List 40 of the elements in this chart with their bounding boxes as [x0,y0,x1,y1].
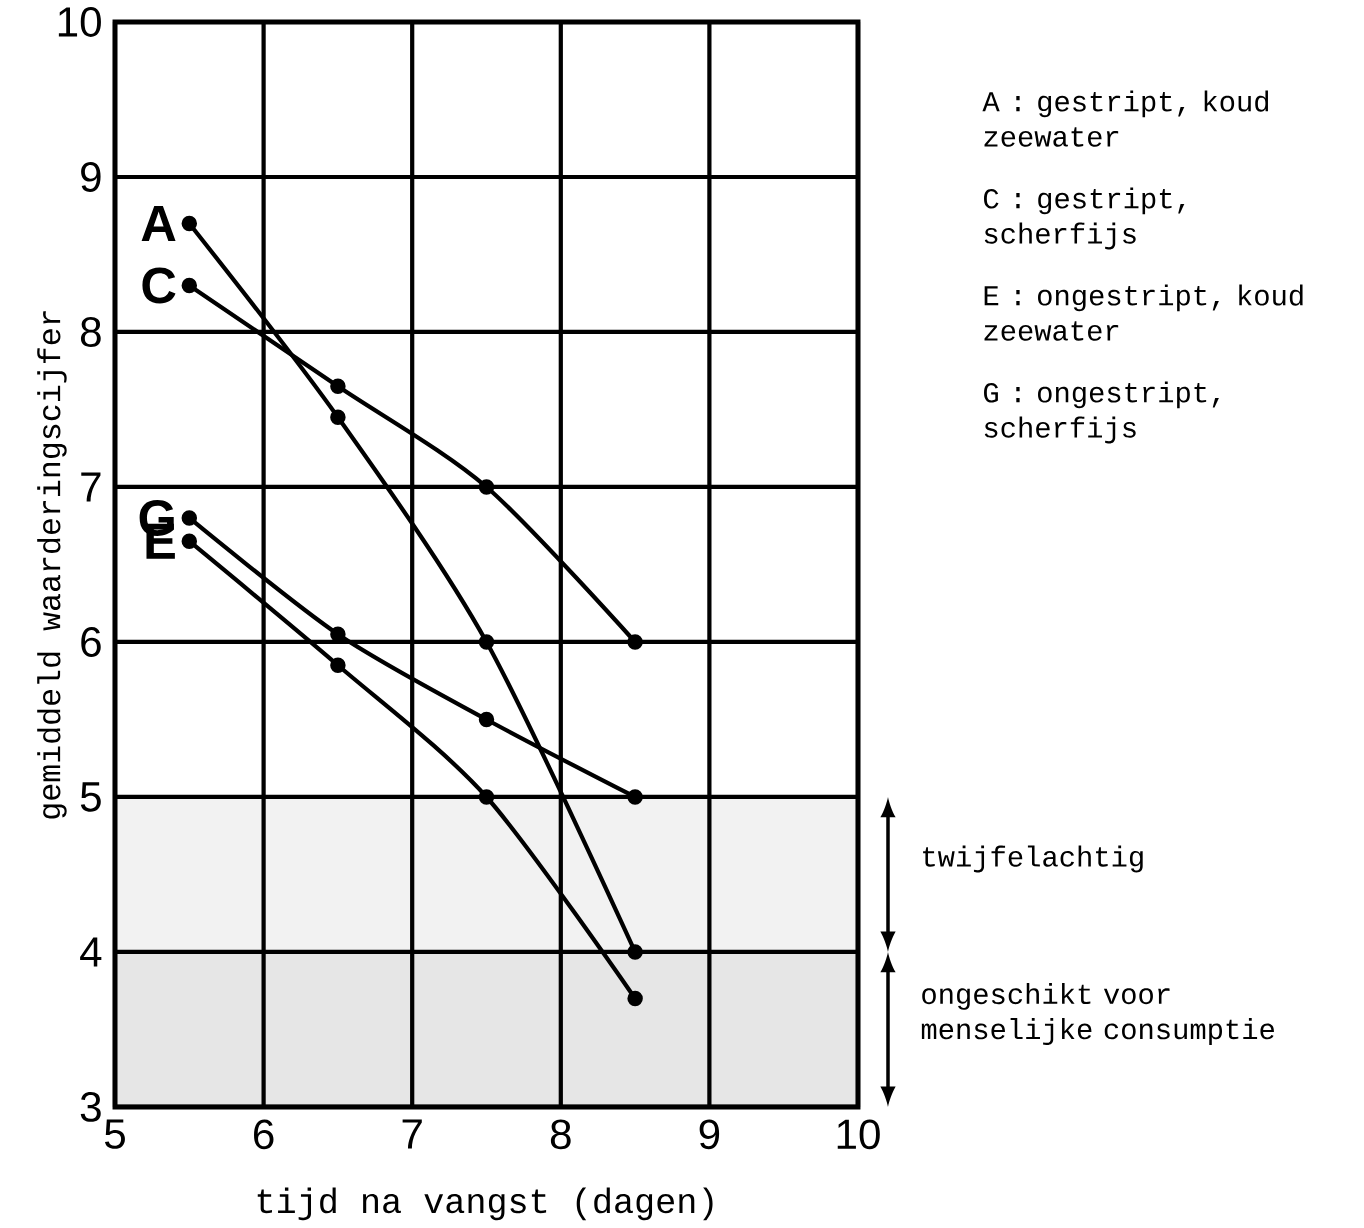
point [627,990,643,1007]
band-label: ongeschikt voor menselijke consumptie [921,982,1274,1046]
y-tick-label: 5 [80,782,101,812]
point [181,533,198,549]
point [627,944,643,960]
x-axis-title: tijd na vangst (dagen) [257,1187,713,1221]
point [330,626,346,642]
point [478,634,495,650]
point [627,789,643,805]
y-tick-label: 3 [80,1092,101,1122]
x-tick-label: 10 [837,1119,880,1150]
point [181,510,198,526]
point [330,409,346,425]
x-tick-label: 7 [402,1119,422,1149]
point [330,657,346,673]
y-tick-label: 7 [81,472,101,502]
y-tick-label: 9 [81,162,101,192]
y-tick-label: 4 [80,937,102,967]
text: E : ongestript, koud zeewater [984,284,1303,341]
text: A : gestript, koud zeewater [982,90,1269,147]
text: C : gestript, scherfijs [984,187,1185,250]
y-axis-title: gemiddeld waarderingscijfer [37,311,67,819]
series-label: A [141,206,176,241]
text: G : ongestript, scherfijs [984,381,1219,444]
band-label: twijfelachtig [923,845,1143,873]
point [478,711,495,728]
point [181,277,198,294]
point [627,634,643,650]
y-tick-label: 6 [81,627,101,657]
point [478,479,495,495]
point [181,215,198,232]
series-label: C [142,267,176,304]
point [478,789,495,805]
point [330,378,346,394]
x-tick-label: 8 [550,1119,571,1150]
y-tick-label: 8 [80,317,101,347]
x-tick-label: 6 [254,1119,274,1150]
y-tick-label: 10 [58,7,101,37]
x-tick-label: 9 [699,1119,720,1150]
x-tick-label: 5 [104,1119,125,1149]
